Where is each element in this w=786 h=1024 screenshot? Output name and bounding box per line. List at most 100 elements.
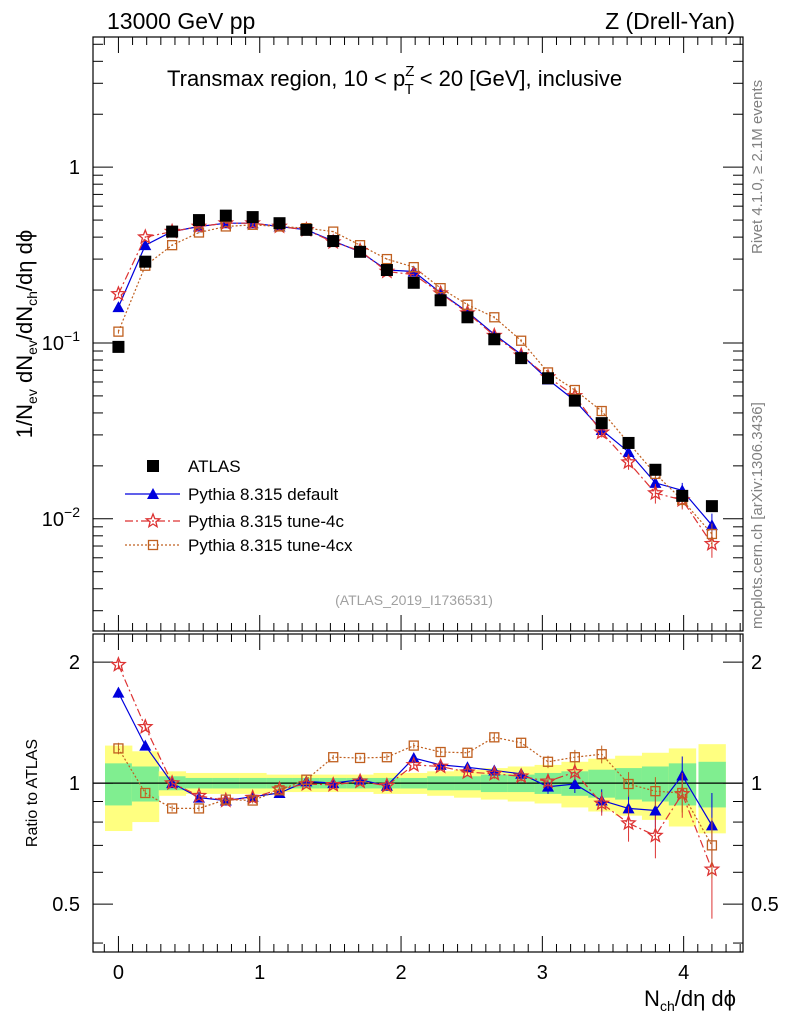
- ratio-point: [485, 765, 503, 781]
- ratio-point: [351, 772, 369, 789]
- x-tick-label: 3: [537, 962, 548, 984]
- ratio-point: [516, 737, 527, 748]
- ratio-point: [542, 756, 554, 767]
- ratio-point: [139, 739, 152, 751]
- x-tick-label: 1: [254, 962, 265, 984]
- ratio-point: [301, 774, 312, 785]
- header-right: Z (Drell-Yan): [605, 8, 735, 34]
- ratio-point: [620, 814, 637, 831]
- data-point: [166, 240, 178, 251]
- data-point: [706, 528, 718, 540]
- ratio-point: [247, 795, 258, 806]
- data-point: [408, 261, 419, 273]
- data-point: [354, 245, 367, 258]
- plot-title: Transmax region, 10 < pZ T < 20 [GeV], in…: [167, 63, 622, 98]
- data-point: [593, 423, 611, 440]
- series-pythia-8-315-tune-4c: [110, 214, 721, 558]
- ratio-point: [328, 752, 339, 763]
- plot-title-sup: Z: [405, 63, 414, 80]
- data-point: [192, 214, 205, 227]
- ratio-point: [324, 776, 342, 792]
- data-point: [622, 445, 635, 457]
- ratio-tick-label-right: 0.5: [751, 894, 779, 916]
- ratio-point: [539, 772, 557, 789]
- analysis-id: (ATLAS_2019_I1736531): [335, 592, 493, 608]
- data-point: [380, 264, 393, 277]
- data-point: [568, 394, 581, 407]
- ratio-point: [190, 786, 208, 803]
- y-tick-label: 10−2: [42, 504, 80, 531]
- legend-item: ATLAS: [147, 457, 241, 476]
- legend-item: Pythia 8.315 tune-4cx: [125, 536, 353, 555]
- x-tick-label: 4: [678, 962, 689, 984]
- ratio-series: [110, 655, 721, 919]
- data-point: [620, 453, 637, 470]
- legend-marker: [147, 460, 159, 472]
- ratio-point: [112, 686, 125, 698]
- legend: ATLAS Pythia 8.315 default Pythia 8.315 tu…: [125, 457, 353, 555]
- ratio-tick-label: 1: [69, 773, 80, 795]
- ratio-tick-label-right: 1: [751, 773, 762, 795]
- data-point: [489, 312, 500, 323]
- data-point: [435, 283, 446, 294]
- ratio-frame: [92, 633, 744, 953]
- legend-item: Pythia 8.315 default: [125, 485, 339, 504]
- series-line: [117, 224, 713, 535]
- ratio-point: [166, 803, 178, 814]
- data-point: [139, 255, 152, 268]
- series-line: [117, 222, 713, 545]
- rivet-label: Rivet 4.1.0, ≥ 2.1M events: [749, 80, 766, 254]
- data-point: [112, 340, 125, 353]
- ratio-bands: [93, 744, 743, 834]
- data-point: [676, 489, 689, 502]
- data-point: [193, 227, 205, 238]
- ratio-point: [381, 752, 393, 763]
- ratio-point: [220, 794, 231, 805]
- data-point: [542, 372, 554, 385]
- ratio-point: [568, 777, 581, 789]
- data-point: [595, 417, 608, 430]
- data-point: [112, 301, 125, 313]
- data-point: [113, 326, 124, 337]
- legend-marker: [147, 488, 159, 499]
- ratio-point: [432, 757, 450, 774]
- series-atlas: [112, 209, 718, 513]
- y-tick-label: 10−1: [42, 328, 80, 355]
- data-point: [569, 384, 580, 396]
- ratio-point: [163, 774, 181, 791]
- y-tick-base: 10: [42, 333, 64, 355]
- data-point: [649, 463, 662, 476]
- main-series: [110, 209, 721, 558]
- data-point: [300, 223, 313, 236]
- plot-title-suffix: < 20 [GeV], inclusive: [414, 66, 623, 91]
- ratio-tick-label: 0.5: [52, 894, 80, 916]
- ratio-point: [593, 794, 611, 811]
- ratio-point: [650, 786, 661, 797]
- data-point: [516, 335, 527, 346]
- ratio-point: [569, 752, 580, 763]
- x-tick-label: 0: [113, 962, 124, 984]
- y-tick-exponent: −1: [64, 328, 80, 344]
- ratio-band-green: [105, 763, 133, 806]
- data-point: [461, 311, 474, 324]
- main-ticks: 10−210−11: [42, 37, 743, 631]
- data-point: [434, 294, 447, 307]
- legend-marker: [147, 539, 159, 551]
- ratio-ticks: 0 1 2 3 4 0.5 0.5 1 1 2 2: [52, 634, 779, 984]
- data-point: [407, 276, 420, 289]
- ratio-point: [646, 826, 664, 843]
- ratio-point: [489, 732, 500, 743]
- data-point: [622, 436, 635, 449]
- legend-item: Pythia 8.315 tune-4c: [125, 512, 344, 531]
- plot-title-prefix: Transmax region, 10 < p: [167, 66, 405, 91]
- ratio-pythia-8-315-tune-4cx: [113, 732, 718, 879]
- data-point: [219, 209, 232, 222]
- y-axis-label: 1/Nev dNev/dNch/dη dϕ: [12, 230, 40, 438]
- data-point: [705, 500, 718, 513]
- ratio-point: [649, 804, 662, 816]
- ratio-point: [596, 749, 607, 760]
- data-point: [515, 352, 528, 365]
- data-point: [488, 333, 501, 346]
- y-tick-exponent: −2: [64, 504, 80, 520]
